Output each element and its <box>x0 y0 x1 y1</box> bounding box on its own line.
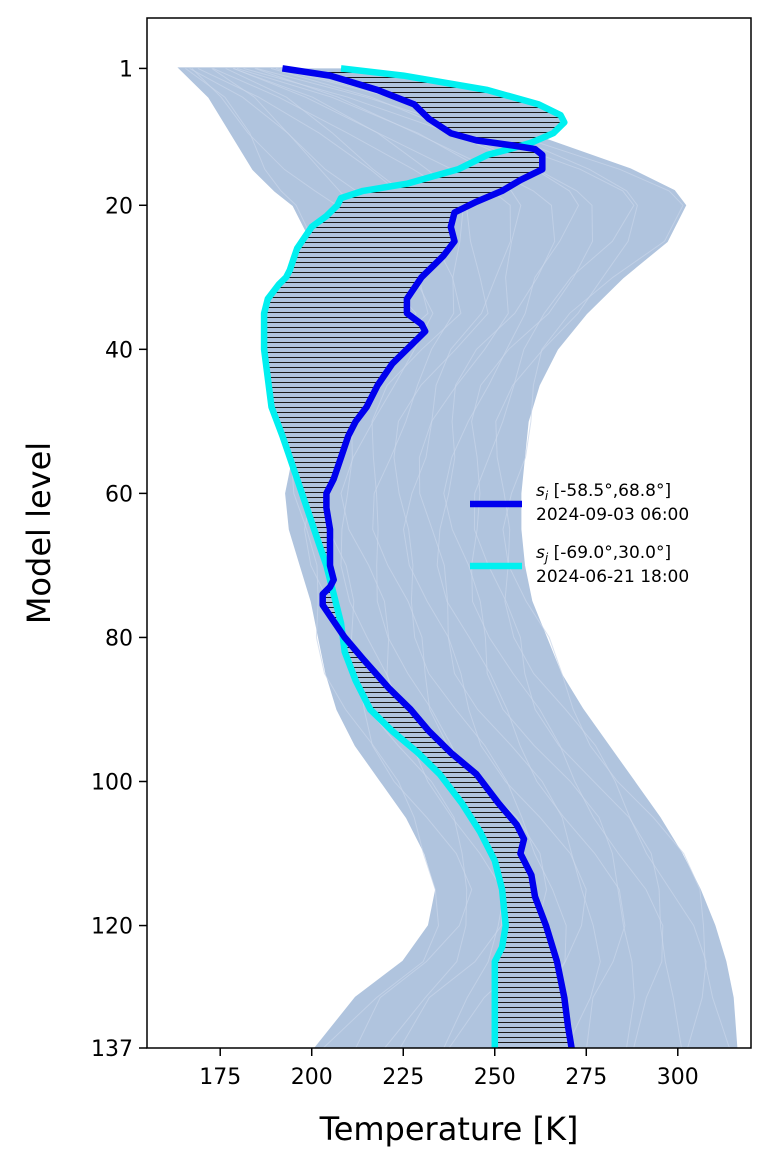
legend: si [-58.5°,68.8°]2024-09-03 06:00 sj [-69… <box>470 481 689 587</box>
y-tick-label: 120 <box>91 915 133 940</box>
y-axis-label: Model level <box>20 442 58 624</box>
series-line-i <box>281 65 575 1048</box>
y-tick-label: 80 <box>105 626 133 651</box>
ensemble-member-line <box>233 67 587 1048</box>
x-tick-label: 175 <box>199 1065 241 1090</box>
x-axis: 175 200 225 250 275 300 <box>199 1048 699 1090</box>
x-tick-label: 300 <box>657 1065 699 1090</box>
series-lines <box>260 65 575 1048</box>
ensemble-member-line <box>191 68 473 1048</box>
x-tick-label: 250 <box>474 1065 516 1090</box>
y-tick-label: 40 <box>105 338 133 363</box>
x-axis-label: Temperature [K] <box>319 1110 579 1148</box>
y-tick-label: 137 <box>91 1037 133 1062</box>
ensemble-member-line <box>236 67 601 1048</box>
y-tick-label: 100 <box>91 770 133 795</box>
x-tick-label: 275 <box>565 1065 607 1090</box>
ensemble-member-line <box>243 67 635 1048</box>
ensemble-member-line <box>270 67 664 1048</box>
y-tick-label: 60 <box>105 482 133 507</box>
ensemble-member-line <box>185 67 440 1048</box>
legend-date-j: 2024-06-21 18:00 <box>536 567 689 587</box>
x-tick-label: 225 <box>382 1065 424 1090</box>
ensemble-member-line <box>254 67 626 1048</box>
series-line-j <box>260 65 568 1048</box>
legend-label-i: si [-58.5°,68.8°] <box>536 481 671 503</box>
ensemble-member-line <box>275 67 730 1048</box>
x-tick-label: 200 <box>291 1065 333 1090</box>
y-tick-label: 20 <box>105 194 133 219</box>
y-tick-label: 1 <box>119 57 133 82</box>
legend-label-j: sj [-69.0°,30.0°] <box>536 543 671 565</box>
legend-date-i: 2024-09-03 06:00 <box>536 505 689 525</box>
plot-frame <box>146 17 752 1049</box>
ensemble-member-line <box>280 67 707 1048</box>
